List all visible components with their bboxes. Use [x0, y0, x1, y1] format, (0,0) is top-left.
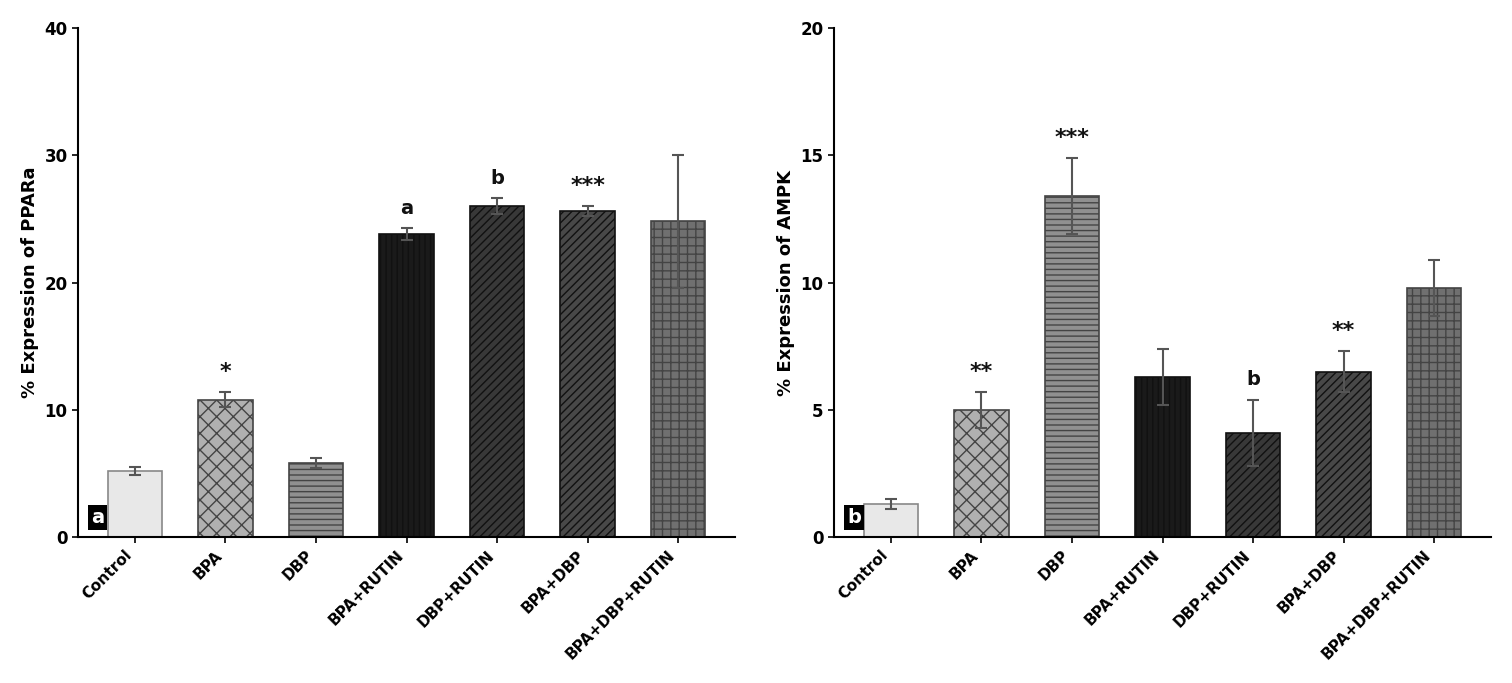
Text: b: b: [490, 169, 503, 189]
Text: ***: ***: [570, 176, 605, 196]
Text: b: b: [1246, 370, 1259, 389]
Text: **: **: [969, 362, 993, 382]
Text: a: a: [401, 199, 413, 218]
Text: ***: ***: [1054, 128, 1090, 148]
Y-axis label: % Expression of PPARa: % Expression of PPARa: [21, 167, 39, 398]
Bar: [1045, 196, 1099, 538]
Bar: [1136, 377, 1190, 538]
Text: **: **: [1332, 321, 1355, 341]
Bar: [1317, 372, 1371, 538]
Text: b: b: [847, 508, 860, 527]
Bar: [863, 504, 918, 538]
Text: a: a: [91, 508, 104, 527]
Bar: [107, 471, 162, 538]
Bar: [470, 206, 525, 538]
Bar: [198, 400, 253, 538]
Bar: [954, 410, 1009, 538]
Text: *: *: [219, 362, 231, 382]
Bar: [1408, 288, 1461, 538]
Bar: [289, 463, 343, 538]
Bar: [561, 211, 615, 538]
Bar: [652, 221, 705, 538]
Bar: [380, 234, 434, 538]
Y-axis label: % Expression of AMPK: % Expression of AMPK: [777, 169, 795, 395]
Bar: [1226, 433, 1281, 538]
